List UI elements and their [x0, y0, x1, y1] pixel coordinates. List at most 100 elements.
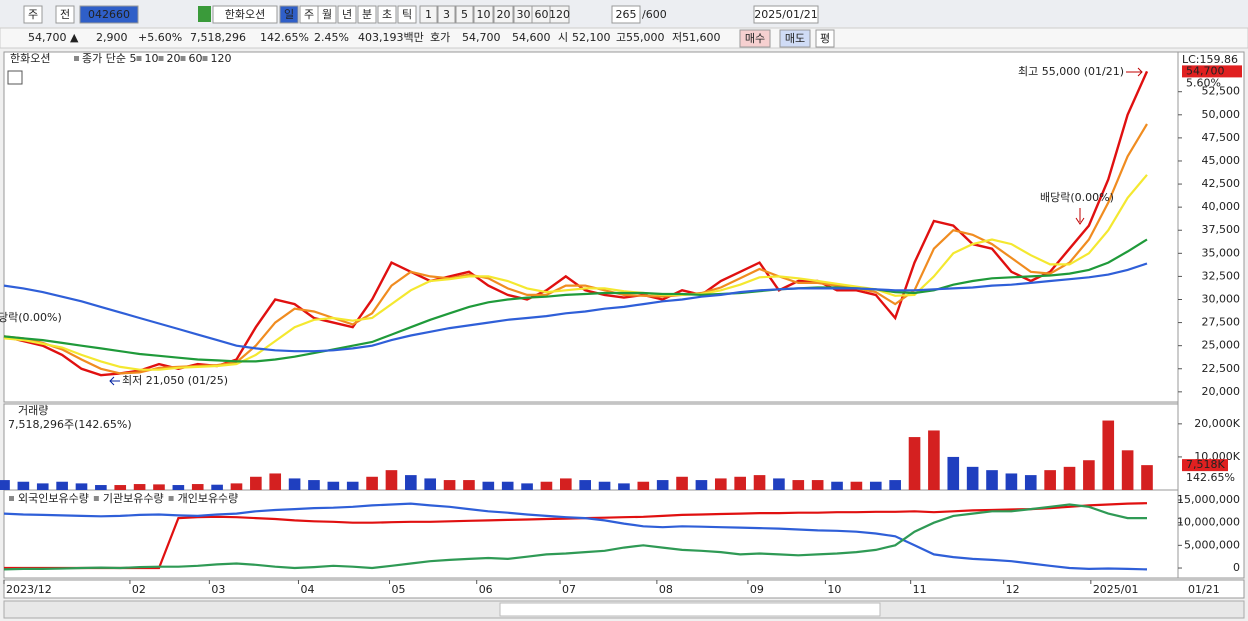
info-low: 51,600 — [682, 31, 721, 44]
y-tick-label: 5,000,000 — [1184, 538, 1240, 551]
legend-swatch — [9, 496, 14, 501]
period-button: 년 — [342, 8, 352, 21]
annotation: 최고 55,000 (01/21) — [1018, 65, 1124, 78]
volume-bar — [540, 481, 553, 490]
series-line — [3, 262, 1148, 353]
volume-bar — [56, 481, 68, 490]
legend-entry: 종가 단순 5 — [82, 52, 136, 65]
date-input: 2025/01/21 — [754, 8, 817, 21]
avg-button-box[interactable] — [815, 29, 835, 48]
volume-bar — [579, 480, 591, 490]
y-tick-label: 37,500 — [1202, 223, 1241, 236]
interval-button: 10 — [477, 8, 491, 21]
buy-button: 매수 — [745, 32, 765, 45]
volume-bar — [1005, 473, 1018, 490]
volume-bar — [850, 481, 863, 490]
info-bid: 54,600 — [512, 31, 551, 44]
annotation: 당락(0.00%) — [0, 311, 62, 324]
info-high-label: 고 — [616, 31, 626, 44]
y-tick-label: 40,000 — [1202, 200, 1241, 213]
volume-bar — [36, 483, 49, 490]
legend-swatch — [136, 56, 142, 61]
volume-bar — [269, 473, 282, 490]
legend-swatch — [202, 56, 208, 61]
lc-label: LC:159.86 — [1182, 53, 1238, 66]
volume-bar — [656, 480, 669, 490]
interval-button-box[interactable] — [455, 5, 474, 24]
y-tick-label: 15,000,000 — [1177, 493, 1240, 506]
new-icon — [198, 6, 211, 22]
y-tick-label: 20,000 — [1202, 385, 1241, 398]
y-tick-label: 50,000 — [1202, 108, 1241, 121]
dividend-arrow — [1075, 208, 1085, 225]
volume-bar — [211, 484, 223, 490]
volume-bar — [385, 470, 398, 490]
table-icon[interactable] — [7, 70, 23, 85]
x-tick-label: 2025/01 — [1093, 583, 1139, 596]
info-open-label: 시 — [558, 31, 568, 44]
market-select-box[interactable] — [23, 5, 43, 24]
interval-button-box[interactable] — [437, 5, 456, 24]
period-button-box[interactable] — [357, 5, 377, 24]
x-tick-label: 04 — [300, 583, 314, 596]
volume-bar — [405, 475, 417, 490]
stock-name-box[interactable] — [212, 5, 278, 24]
volume-bar — [443, 480, 456, 490]
last-price: 54,700 — [1186, 64, 1225, 77]
sell-button-box[interactable] — [779, 29, 811, 48]
buy-button-box[interactable] — [739, 29, 771, 48]
volume-bar — [230, 483, 243, 490]
legend-swatch — [168, 496, 174, 501]
series-line — [3, 238, 1148, 363]
interval-button-box[interactable] — [419, 5, 438, 24]
count-input-box[interactable] — [611, 5, 641, 24]
period-button-box[interactable] — [279, 5, 299, 24]
volume-bar — [250, 476, 262, 490]
volume-bar — [908, 437, 921, 490]
volume-bar — [928, 430, 940, 490]
prev-button: 전 — [60, 8, 70, 21]
annotation: 배당락(0.00%) — [1040, 191, 1114, 204]
avg-button: 평 — [820, 32, 830, 45]
volume-bar — [501, 481, 514, 490]
x-tick-label: 10 — [827, 583, 841, 596]
x-tick-label: 02 — [132, 583, 146, 596]
period-button: 월 — [322, 8, 332, 21]
legend-swatch — [180, 56, 186, 61]
y-tick-label: 20,000K — [1194, 417, 1240, 430]
volume-bar — [1102, 420, 1115, 490]
interval-button: 20 — [497, 8, 511, 21]
count-input: 265 — [616, 8, 637, 21]
x-tick-label: 08 — [659, 583, 673, 596]
volume-subtitle: 7,518,296주(142.65%) — [8, 418, 132, 431]
volume-bar — [288, 478, 301, 490]
scroll-thumb[interactable] — [499, 602, 881, 617]
info-turnover: 2.45% — [314, 31, 349, 44]
interval-button: 60 — [535, 8, 549, 21]
info-ask: 54,700 — [462, 31, 501, 44]
date-input-box[interactable] — [753, 5, 819, 24]
interval-button-box[interactable] — [549, 5, 570, 24]
period-button-box[interactable] — [317, 5, 337, 24]
volume-bar — [327, 481, 340, 490]
period-button-box[interactable] — [377, 5, 397, 24]
code-input-box[interactable] — [79, 5, 139, 24]
period-button-box[interactable] — [337, 5, 357, 24]
x-tick-label: 09 — [750, 583, 764, 596]
volume-bar — [618, 483, 630, 490]
volume-title: 거래량 — [18, 404, 48, 417]
period-button-box[interactable] — [397, 5, 417, 24]
y-tick-label: 52,500 — [1202, 85, 1241, 98]
right-axis — [1177, 51, 1245, 579]
prev-button-box[interactable] — [55, 5, 75, 24]
volume-bar — [463, 480, 475, 490]
volume-bar — [308, 480, 320, 490]
volume-bar — [947, 456, 960, 490]
y-tick-label: 32,500 — [1202, 269, 1241, 282]
interval-button-box[interactable] — [493, 5, 514, 24]
interval-button: 120 — [549, 8, 570, 21]
last-price-box — [1182, 65, 1242, 78]
interval-button-box[interactable] — [473, 5, 494, 24]
legend-entry: 기관보유수량 — [103, 492, 164, 505]
